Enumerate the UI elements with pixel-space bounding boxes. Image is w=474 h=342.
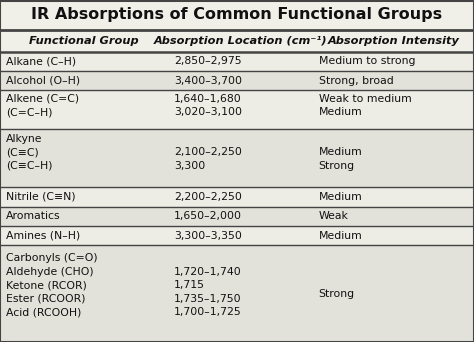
Text: Medium
Strong: Medium Strong [319, 134, 362, 171]
Bar [0, 187, 474, 207]
Text: Aromatics: Aromatics [6, 211, 60, 221]
Text: Strong, broad: Strong, broad [319, 76, 393, 86]
Bar [0, 207, 474, 226]
Text: 2,200–2,250: 2,200–2,250 [174, 192, 242, 202]
Bar [0, 71, 474, 90]
Bar [0, 52, 474, 71]
Text: Medium to strong: Medium to strong [319, 56, 415, 66]
Text: Nitrile (C≡N): Nitrile (C≡N) [6, 192, 75, 202]
Text: 3,400–3,700: 3,400–3,700 [174, 76, 242, 86]
Text: Strong: Strong [319, 289, 355, 299]
Text: Alkane (C–H): Alkane (C–H) [6, 56, 76, 66]
Text: Weak: Weak [319, 211, 348, 221]
Text: 2,100–2,250
3,300: 2,100–2,250 3,300 [174, 134, 242, 171]
Text: Alcohol (O–H): Alcohol (O–H) [6, 76, 80, 86]
Bar [0, 226, 474, 245]
Text: 2,850–2,975: 2,850–2,975 [174, 56, 242, 66]
Text: Carbonyls (C=O)
Aldehyde (CHO)
Ketone (RCOR)
Ester (RCOOR)
Acid (RCOOH): Carbonyls (C=O) Aldehyde (CHO) Ketone (R… [6, 253, 97, 317]
Text: Alkyne
(C≡C)
(C≡C–H): Alkyne (C≡C) (C≡C–H) [6, 134, 52, 171]
Text: Absorption Location (cm⁻¹): Absorption Location (cm⁻¹) [154, 36, 328, 46]
Text: Amines (N–H): Amines (N–H) [6, 231, 80, 240]
Text: 3,300–3,350: 3,300–3,350 [174, 231, 242, 240]
Text: Weak to medium
Medium: Weak to medium Medium [319, 93, 411, 117]
Text: 1,640–1,680
3,020–3,100: 1,640–1,680 3,020–3,100 [174, 93, 242, 117]
Bar [0, 90, 474, 129]
Text: Medium: Medium [319, 192, 362, 202]
Text: Functional Group: Functional Group [29, 36, 139, 46]
Text: Medium: Medium [319, 231, 362, 240]
Text: 1,720–1,740
1,715
1,735–1,750
1,700–1,725: 1,720–1,740 1,715 1,735–1,750 1,700–1,72… [174, 253, 242, 317]
Text: Alkene (C=C)
(C=C–H): Alkene (C=C) (C=C–H) [6, 93, 79, 117]
Text: 1,650–2,000: 1,650–2,000 [174, 211, 242, 221]
Text: Absorption Intensity: Absorption Intensity [328, 36, 459, 46]
Bar [0, 245, 474, 342]
Bar [0, 129, 474, 187]
Text: IR Absorptions of Common Functional Groups: IR Absorptions of Common Functional Grou… [31, 8, 443, 23]
